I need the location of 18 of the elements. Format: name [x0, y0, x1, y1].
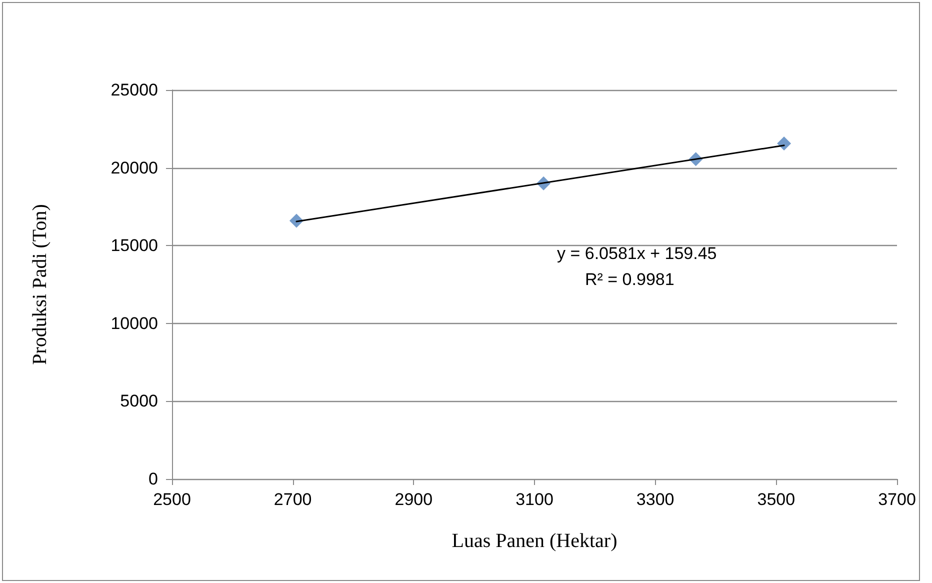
- y-tick-label: 25000: [110, 80, 158, 100]
- annotation: y = 6.0581x + 159.45: [557, 244, 717, 263]
- y-tick-label: 0: [148, 470, 158, 488]
- y-tick-label: 15000: [110, 236, 158, 256]
- x-tick-label: 3500: [757, 490, 796, 509]
- point: [777, 136, 792, 151]
- y-tick-label: 20000: [110, 158, 158, 178]
- x-tick-label: 2500: [153, 490, 191, 509]
- x-tick-label: 3700: [878, 490, 916, 509]
- y-tick-label: 5000: [120, 392, 158, 411]
- x-tick-label: 2700: [274, 490, 312, 509]
- x-tick-label: 2900: [394, 490, 433, 509]
- x-tick-label: 3300: [636, 490, 674, 509]
- y-axis-title: Produksi Padi (Ton): [29, 204, 51, 365]
- y-tick-label: 10000: [110, 314, 158, 333]
- x-tick-label: 3100: [516, 490, 554, 509]
- annotation: R² = 0.9981: [585, 270, 674, 289]
- x-axis-title: Luas Panen (Hektar): [452, 530, 618, 552]
